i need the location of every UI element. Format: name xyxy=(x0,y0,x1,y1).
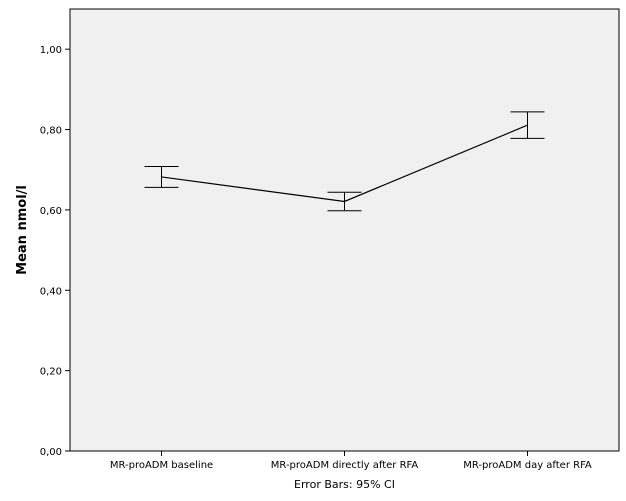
x-axis: MR-proADM baseline MR-proADM directly aft… xyxy=(110,451,592,471)
series-marks xyxy=(144,111,545,212)
y-axis: 0,00 0,20 0,40 0,60 0,80 1,00 xyxy=(40,45,70,458)
x-tick-label: MR-proADM baseline xyxy=(110,460,213,471)
y-tick-label: 0,20 xyxy=(40,367,62,378)
y-tick-label: 0,80 xyxy=(40,126,62,137)
plot-area xyxy=(69,8,620,452)
error-bars-note: Error Bars: 95% CI xyxy=(294,478,395,491)
x-tick-label: MR-proADM day after RFA xyxy=(463,460,592,471)
y-tick-label: 1,00 xyxy=(40,45,62,56)
y-axis-title: Mean nmol/l xyxy=(15,185,30,275)
x-tick-label: MR-proADM directly after RFA xyxy=(271,460,419,471)
y-tick-label: 0,40 xyxy=(40,286,62,297)
y-tick-label: 0,60 xyxy=(40,206,62,217)
y-tick-label: 0,00 xyxy=(40,447,62,458)
